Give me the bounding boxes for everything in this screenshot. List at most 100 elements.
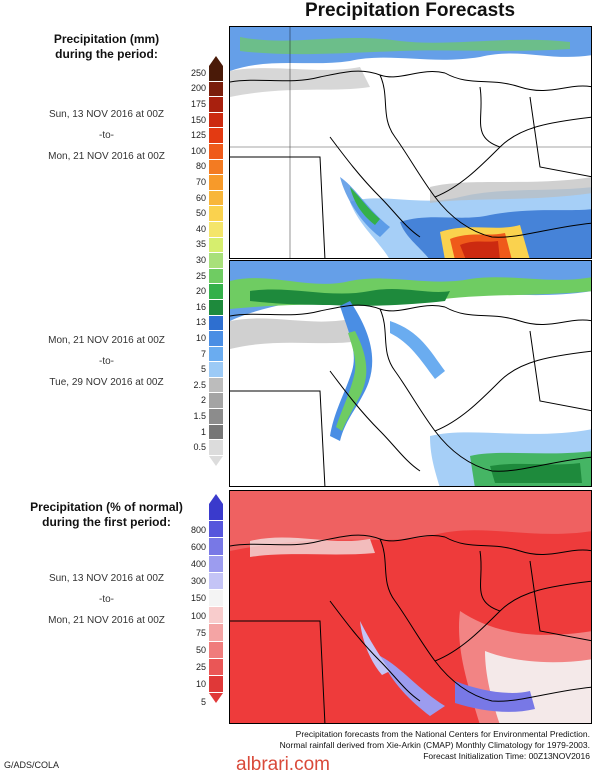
colorbar-tick-label: 80: [195, 161, 206, 172]
colorbar-tick-label: 5: [200, 364, 206, 375]
forecast-map-period-2: [229, 260, 592, 487]
colorbar-segment: [209, 362, 223, 378]
colorbar-tick-label: 175: [190, 99, 206, 109]
colorbar-tick-label: 400: [190, 559, 206, 569]
footer-line-1: Precipitation forecasts from the Nationa…: [295, 729, 590, 739]
colorbar-segment: [209, 624, 223, 642]
colorbar-top-arrow-icon: [209, 56, 223, 66]
colorbar-tick-label: 16: [195, 301, 206, 312]
colorbar-tick-label: 35: [195, 239, 206, 250]
colorbar-tick-label: 5: [200, 696, 206, 707]
colorbar-segment: [209, 81, 223, 98]
colorbar-tick-label: 2.5: [193, 379, 206, 390]
colorbar-tick-label: 125: [190, 130, 206, 141]
period-3-start: Sun, 13 NOV 2016 at 00Z: [48, 573, 165, 584]
colorbar-segment: [209, 675, 223, 694]
colorbar-segment: [209, 66, 223, 82]
watermark: albrari.com: [236, 754, 330, 775]
footer-line-2: Normal rainfall derived from Xie-Arkin (…: [279, 740, 590, 750]
colorbar-tick-label: 1.5: [193, 411, 206, 421]
colorbar-segment: [209, 658, 223, 676]
colorbar-segment: [209, 175, 223, 191]
colorbar-tick-label: 150: [190, 593, 206, 604]
colorbar-tick-label: 600: [190, 541, 206, 552]
colorbar-segment: [209, 504, 223, 522]
precip-pct-heading-line2: during the first period:: [42, 515, 171, 529]
colorbar-tick-label: 7: [200, 348, 206, 359]
colorbar-tick-label: 10: [195, 679, 206, 690]
precip-mm-heading-line2: during the period:: [55, 47, 158, 61]
colorbar-tick-label: 13: [195, 317, 206, 328]
forecast-map-percent-normal: [229, 490, 592, 724]
colorbar-segment: [209, 221, 223, 238]
colorbar-tick-label: 50: [195, 645, 206, 655]
colorbar-segment: [209, 393, 223, 410]
colorbar-segment: [209, 346, 223, 363]
colorbar-segment: [209, 538, 223, 556]
colorbar-tick-label: 50: [195, 208, 206, 219]
colorbar-bottom-arrow-icon: [209, 693, 223, 704]
colorbar-segment: [209, 253, 223, 269]
precip-pct-heading-line1: Precipitation (% of normal): [30, 500, 183, 514]
colorbar-segment: [209, 190, 223, 207]
credit-label: G/ADS/COLA: [4, 760, 60, 770]
period-1-label: Sun, 13 NOV 2016 at 00Z -to- Mon, 21 NOV…: [4, 104, 209, 167]
colorbar-segment: [209, 607, 223, 625]
colorbar-segment: [209, 159, 223, 176]
colorbar-tick-label: 800: [190, 524, 206, 535]
colorbar-segment: [209, 299, 223, 316]
precip-pct-colorbar: [209, 494, 223, 704]
colorbar-tick-label: 150: [190, 114, 206, 125]
page-title: Precipitation Forecasts: [304, 0, 516, 21]
colorbar-segment: [209, 237, 223, 254]
colorbar-tick-label: 20: [195, 286, 206, 297]
colorbar-segment: [209, 377, 223, 394]
colorbar-segment: [209, 572, 223, 590]
footer-notes: Precipitation forecasts from the Nationa…: [170, 729, 590, 762]
colorbar-tick-label: 60: [195, 192, 206, 203]
colorbar-segment: [209, 315, 223, 332]
colorbar-tick-label: 200: [190, 83, 206, 94]
colorbar-tick-label: 100: [190, 610, 206, 621]
colorbar-bottom-arrow-icon: [209, 455, 223, 466]
colorbar-tick-label: 70: [195, 177, 206, 187]
period-1-start: Sun, 13 NOV 2016 at 00Z: [48, 109, 165, 120]
period-2-label: Mon, 21 NOV 2016 at 00Z -to- Tue, 29 NOV…: [4, 330, 209, 393]
colorbar2-top-arrow-icon: [209, 494, 223, 504]
precip-pct-heading: Precipitation (% of normal) during the f…: [4, 500, 209, 530]
period-3-end: Mon, 21 NOV 2016 at 00Z: [48, 615, 165, 626]
colorbar-segment: [209, 589, 223, 608]
colorbar-tick-label: 75: [195, 627, 206, 638]
colorbar-segment: [209, 112, 223, 129]
colorbar-tick-label: 25: [195, 270, 206, 281]
colorbar-segment: [209, 424, 223, 441]
forecast-map-period-1: [229, 26, 592, 259]
period-2-sep: -to-: [99, 356, 114, 367]
colorbar-tick-label: 300: [190, 576, 206, 587]
colorbar-tick-label: 2: [200, 395, 206, 406]
colorbar-segment: [209, 206, 223, 222]
period-1-end: Mon, 21 NOV 2016 at 00Z: [48, 151, 165, 162]
period-2-start: Mon, 21 NOV 2016 at 00Z: [48, 335, 165, 346]
colorbar-segment: [209, 284, 223, 300]
colorbar-segment: [209, 555, 223, 573]
colorbar-tick-label: 1: [200, 426, 206, 437]
colorbar-tick-label: 10: [195, 333, 206, 343]
period-1-sep: -to-: [99, 130, 114, 141]
colorbar-tick-label: 30: [195, 255, 206, 265]
colorbar-segment: [209, 440, 223, 456]
footer-line-3: Forecast Initialization Time: 00Z13NOV20…: [423, 751, 590, 761]
colorbar-segment: [209, 97, 223, 113]
colorbar-segment: [209, 409, 223, 425]
colorbar-segment: [209, 143, 223, 160]
colorbar-segment: [209, 521, 223, 539]
colorbar-tick-label: 100: [190, 145, 206, 156]
colorbar-tick-label: 40: [195, 223, 206, 234]
period-3-label: Sun, 13 NOV 2016 at 00Z -to- Mon, 21 NOV…: [4, 568, 209, 631]
precip-mm-heading: Precipitation (mm) during the period:: [4, 32, 209, 62]
period-2-end: Tue, 29 NOV 2016 at 00Z: [49, 377, 164, 388]
colorbar-segment: [209, 641, 223, 659]
precip-mm-heading-line1: Precipitation (mm): [53, 32, 160, 46]
period-3-sep: -to-: [99, 594, 114, 605]
colorbar-segment: [209, 331, 223, 347]
